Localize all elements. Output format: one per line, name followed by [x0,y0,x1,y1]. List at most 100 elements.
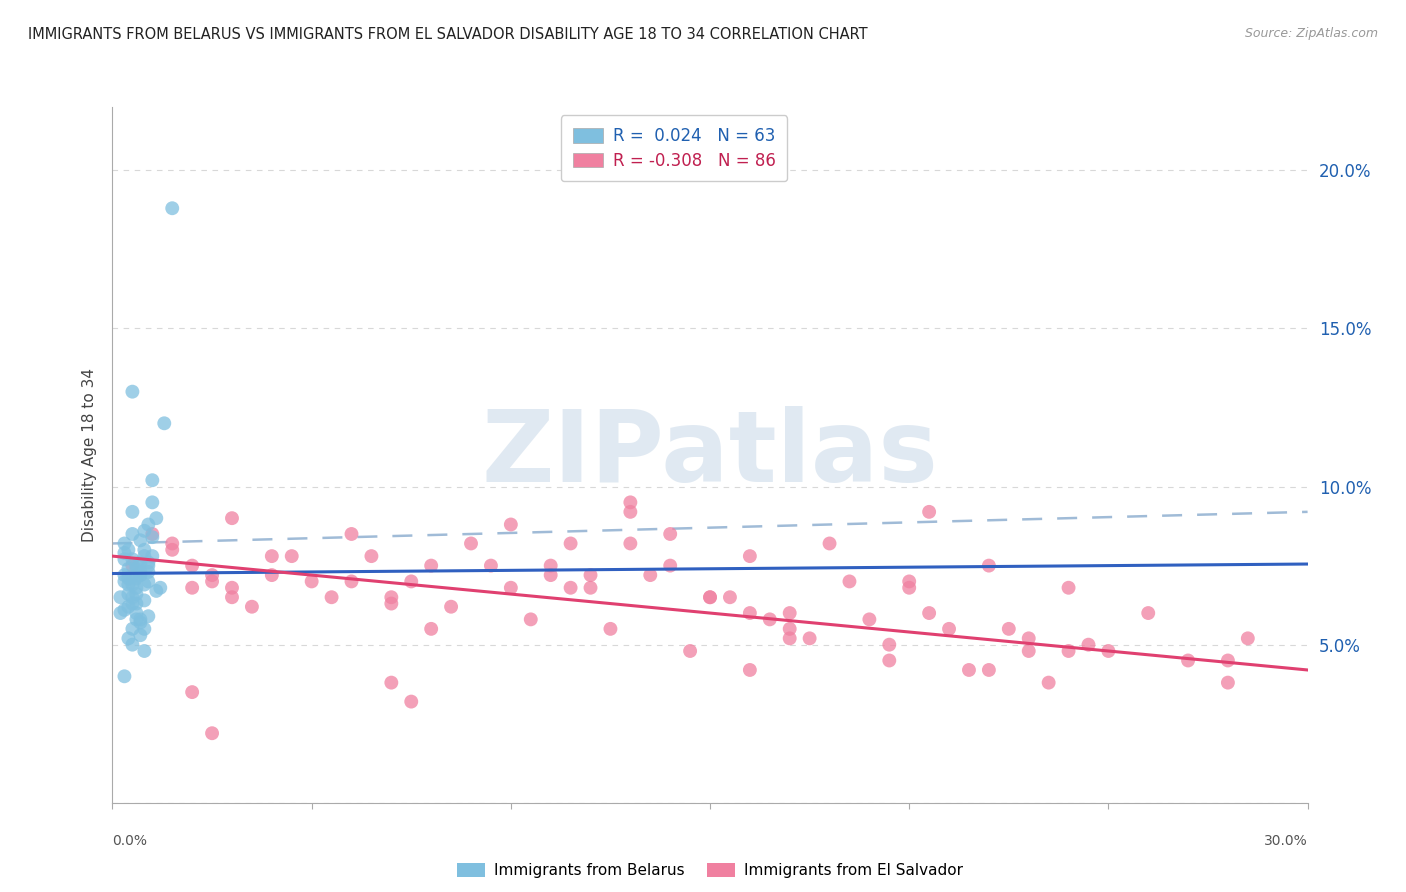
Point [138,574,160,589]
Point [121,577,143,591]
Point [125,606,148,620]
Point [560,536,582,550]
Point [560,581,582,595]
Point [1018,644,1040,658]
Point [129,565,152,579]
Point [129,556,152,570]
Point [699,591,721,605]
Point [125,571,148,585]
Point [260,549,283,563]
Point [134,577,156,591]
Point [779,632,801,646]
Point [134,549,156,563]
Point [321,591,343,605]
Point [121,638,143,652]
Point [221,581,243,595]
Point [145,583,167,598]
Point [138,558,160,573]
Point [957,663,980,677]
Point [138,609,160,624]
Point [918,505,941,519]
Point [918,606,941,620]
Point [799,632,821,646]
Point [599,622,621,636]
Point [759,612,782,626]
Point [540,568,562,582]
Point [638,568,662,582]
Point [125,581,148,595]
Point [1177,653,1199,667]
Point [181,581,204,595]
Point [134,542,156,557]
Point [125,587,148,601]
Point [121,527,143,541]
Point [281,549,304,563]
Text: 0.0%: 0.0% [112,834,148,848]
Point [134,622,156,636]
Point [221,511,243,525]
Point [141,473,163,487]
Point [340,527,363,541]
Point [138,565,160,579]
Point [181,558,204,573]
Point [579,568,602,582]
Point [114,669,135,683]
Text: IMMIGRANTS FROM BELARUS VS IMMIGRANTS FROM EL SALVADOR DISABILITY AGE 18 TO 34 C: IMMIGRANTS FROM BELARUS VS IMMIGRANTS FR… [28,27,868,42]
Point [145,511,167,525]
Point [138,556,160,570]
Point [1216,653,1239,667]
Point [420,622,443,636]
Point [114,568,135,582]
Text: Source: ZipAtlas.com: Source: ZipAtlas.com [1244,27,1378,40]
Point [779,606,801,620]
Point [114,536,135,550]
Point [141,530,163,544]
Point [977,558,1000,573]
Point [240,599,263,614]
Point [938,622,960,636]
Point [659,527,682,541]
Point [699,591,721,605]
Point [181,685,204,699]
Point [380,597,402,611]
Point [401,695,423,709]
Point [121,591,143,605]
Point [1216,675,1239,690]
Point [977,663,1000,677]
Point [125,568,148,582]
Point [129,628,152,642]
Point [738,663,761,677]
Point [117,577,139,591]
Point [121,552,143,566]
Point [134,593,156,607]
Point [440,599,463,614]
Point [340,574,363,589]
Point [129,568,152,582]
Point [479,558,502,573]
Point [121,505,143,519]
Point [779,622,801,636]
Point [153,417,176,431]
Point [499,517,522,532]
Point [301,574,323,589]
Point [114,552,135,566]
Point [125,612,148,626]
Point [420,558,443,573]
Point [138,517,160,532]
Point [1057,581,1080,595]
Point [380,591,402,605]
Point [121,384,143,399]
Point [110,606,132,620]
Point [141,495,163,509]
Point [134,524,156,538]
Point [877,638,900,652]
Point [1137,606,1160,620]
Point [121,622,143,636]
Point [1077,638,1099,652]
Point [129,615,152,630]
Point [117,542,139,557]
Point [579,581,602,595]
Point [125,562,148,576]
Point [360,549,382,563]
Point [898,581,921,595]
